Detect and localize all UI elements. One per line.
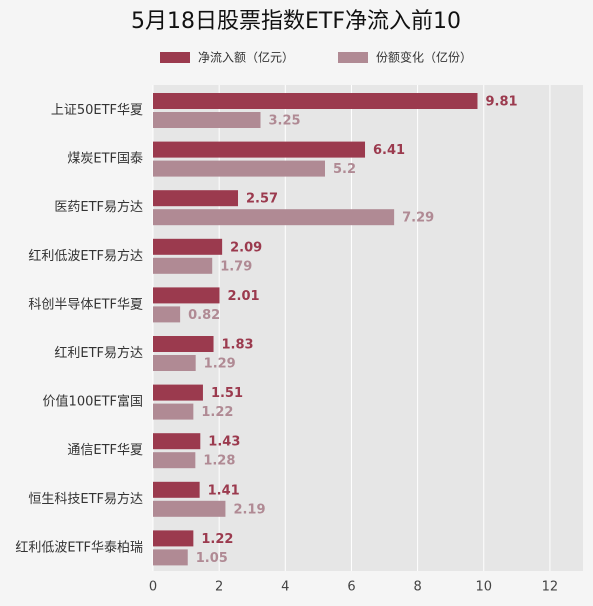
value-label: 1.29 bbox=[204, 357, 236, 372]
value-label: 7.29 bbox=[402, 211, 434, 226]
x-tick-label: 8 bbox=[413, 580, 421, 595]
bar bbox=[153, 355, 196, 371]
value-label: 1.43 bbox=[208, 435, 240, 450]
value-label: 3.25 bbox=[269, 114, 301, 129]
bar bbox=[153, 481, 200, 498]
legend-label: 份额变化（亿份） bbox=[376, 50, 472, 65]
value-label: 2.09 bbox=[230, 240, 262, 255]
value-label: 1.79 bbox=[220, 259, 252, 274]
x-tick-label: 6 bbox=[347, 580, 355, 595]
chart-title: 5月18日股票指数ETF净流入前10 bbox=[131, 9, 461, 34]
value-label: 1.41 bbox=[208, 483, 240, 498]
legend-swatch bbox=[160, 52, 190, 63]
legend-swatch bbox=[338, 52, 368, 63]
y-tick-label: 恒生科技ETF易方达 bbox=[28, 491, 143, 507]
bar bbox=[153, 530, 194, 547]
x-tick-label: 2 bbox=[215, 580, 223, 595]
x-tick-label: 0 bbox=[149, 580, 157, 595]
bar bbox=[153, 384, 203, 401]
value-label: 1.83 bbox=[222, 338, 254, 353]
value-label: 1.28 bbox=[203, 454, 235, 469]
value-label: 0.82 bbox=[188, 308, 220, 323]
x-tick-label: 4 bbox=[281, 580, 289, 595]
value-label: 1.22 bbox=[201, 405, 233, 420]
bar bbox=[153, 452, 196, 469]
value-label: 2.01 bbox=[227, 289, 259, 304]
y-tick-label: 医药ETF易方达 bbox=[54, 199, 143, 215]
bar bbox=[153, 336, 214, 352]
bar bbox=[153, 500, 226, 517]
bar bbox=[153, 238, 223, 255]
legend-label: 净流入额（亿元） bbox=[198, 50, 294, 65]
value-label: 2.19 bbox=[233, 502, 265, 517]
y-tick-label: 红利低波ETF易方达 bbox=[28, 248, 143, 264]
y-tick-label: 红利ETF易方达 bbox=[54, 345, 143, 361]
bar bbox=[153, 287, 220, 304]
bar bbox=[153, 549, 188, 566]
bar bbox=[153, 403, 194, 420]
bar bbox=[153, 112, 261, 128]
bar bbox=[153, 93, 478, 109]
y-tick-label: 价值100ETF富国 bbox=[43, 394, 143, 410]
bar bbox=[153, 160, 325, 177]
value-label: 5.2 bbox=[333, 162, 356, 177]
x-tick-label: 12 bbox=[542, 580, 559, 595]
bar bbox=[153, 141, 366, 158]
bar bbox=[153, 209, 395, 226]
value-label: 2.57 bbox=[246, 192, 278, 207]
bar bbox=[153, 306, 181, 323]
value-label: 1.22 bbox=[201, 532, 233, 547]
y-tick-label: 煤炭ETF国泰 bbox=[67, 152, 143, 167]
value-label: 9.81 bbox=[485, 95, 517, 110]
bar bbox=[153, 190, 239, 207]
y-tick-label: 上证50ETF华夏 bbox=[51, 103, 143, 118]
value-label: 1.05 bbox=[196, 551, 228, 566]
bar bbox=[153, 257, 213, 274]
y-tick-label: 红利低波ETF华泰柏瑞 bbox=[15, 539, 143, 555]
bar bbox=[153, 433, 201, 450]
x-tick-label: 10 bbox=[475, 580, 492, 595]
y-tick-label: 科创半导体ETF华夏 bbox=[28, 297, 143, 312]
y-tick-label: 通信ETF华夏 bbox=[67, 443, 143, 458]
value-label: 6.41 bbox=[373, 143, 405, 158]
value-label: 1.51 bbox=[211, 386, 243, 401]
